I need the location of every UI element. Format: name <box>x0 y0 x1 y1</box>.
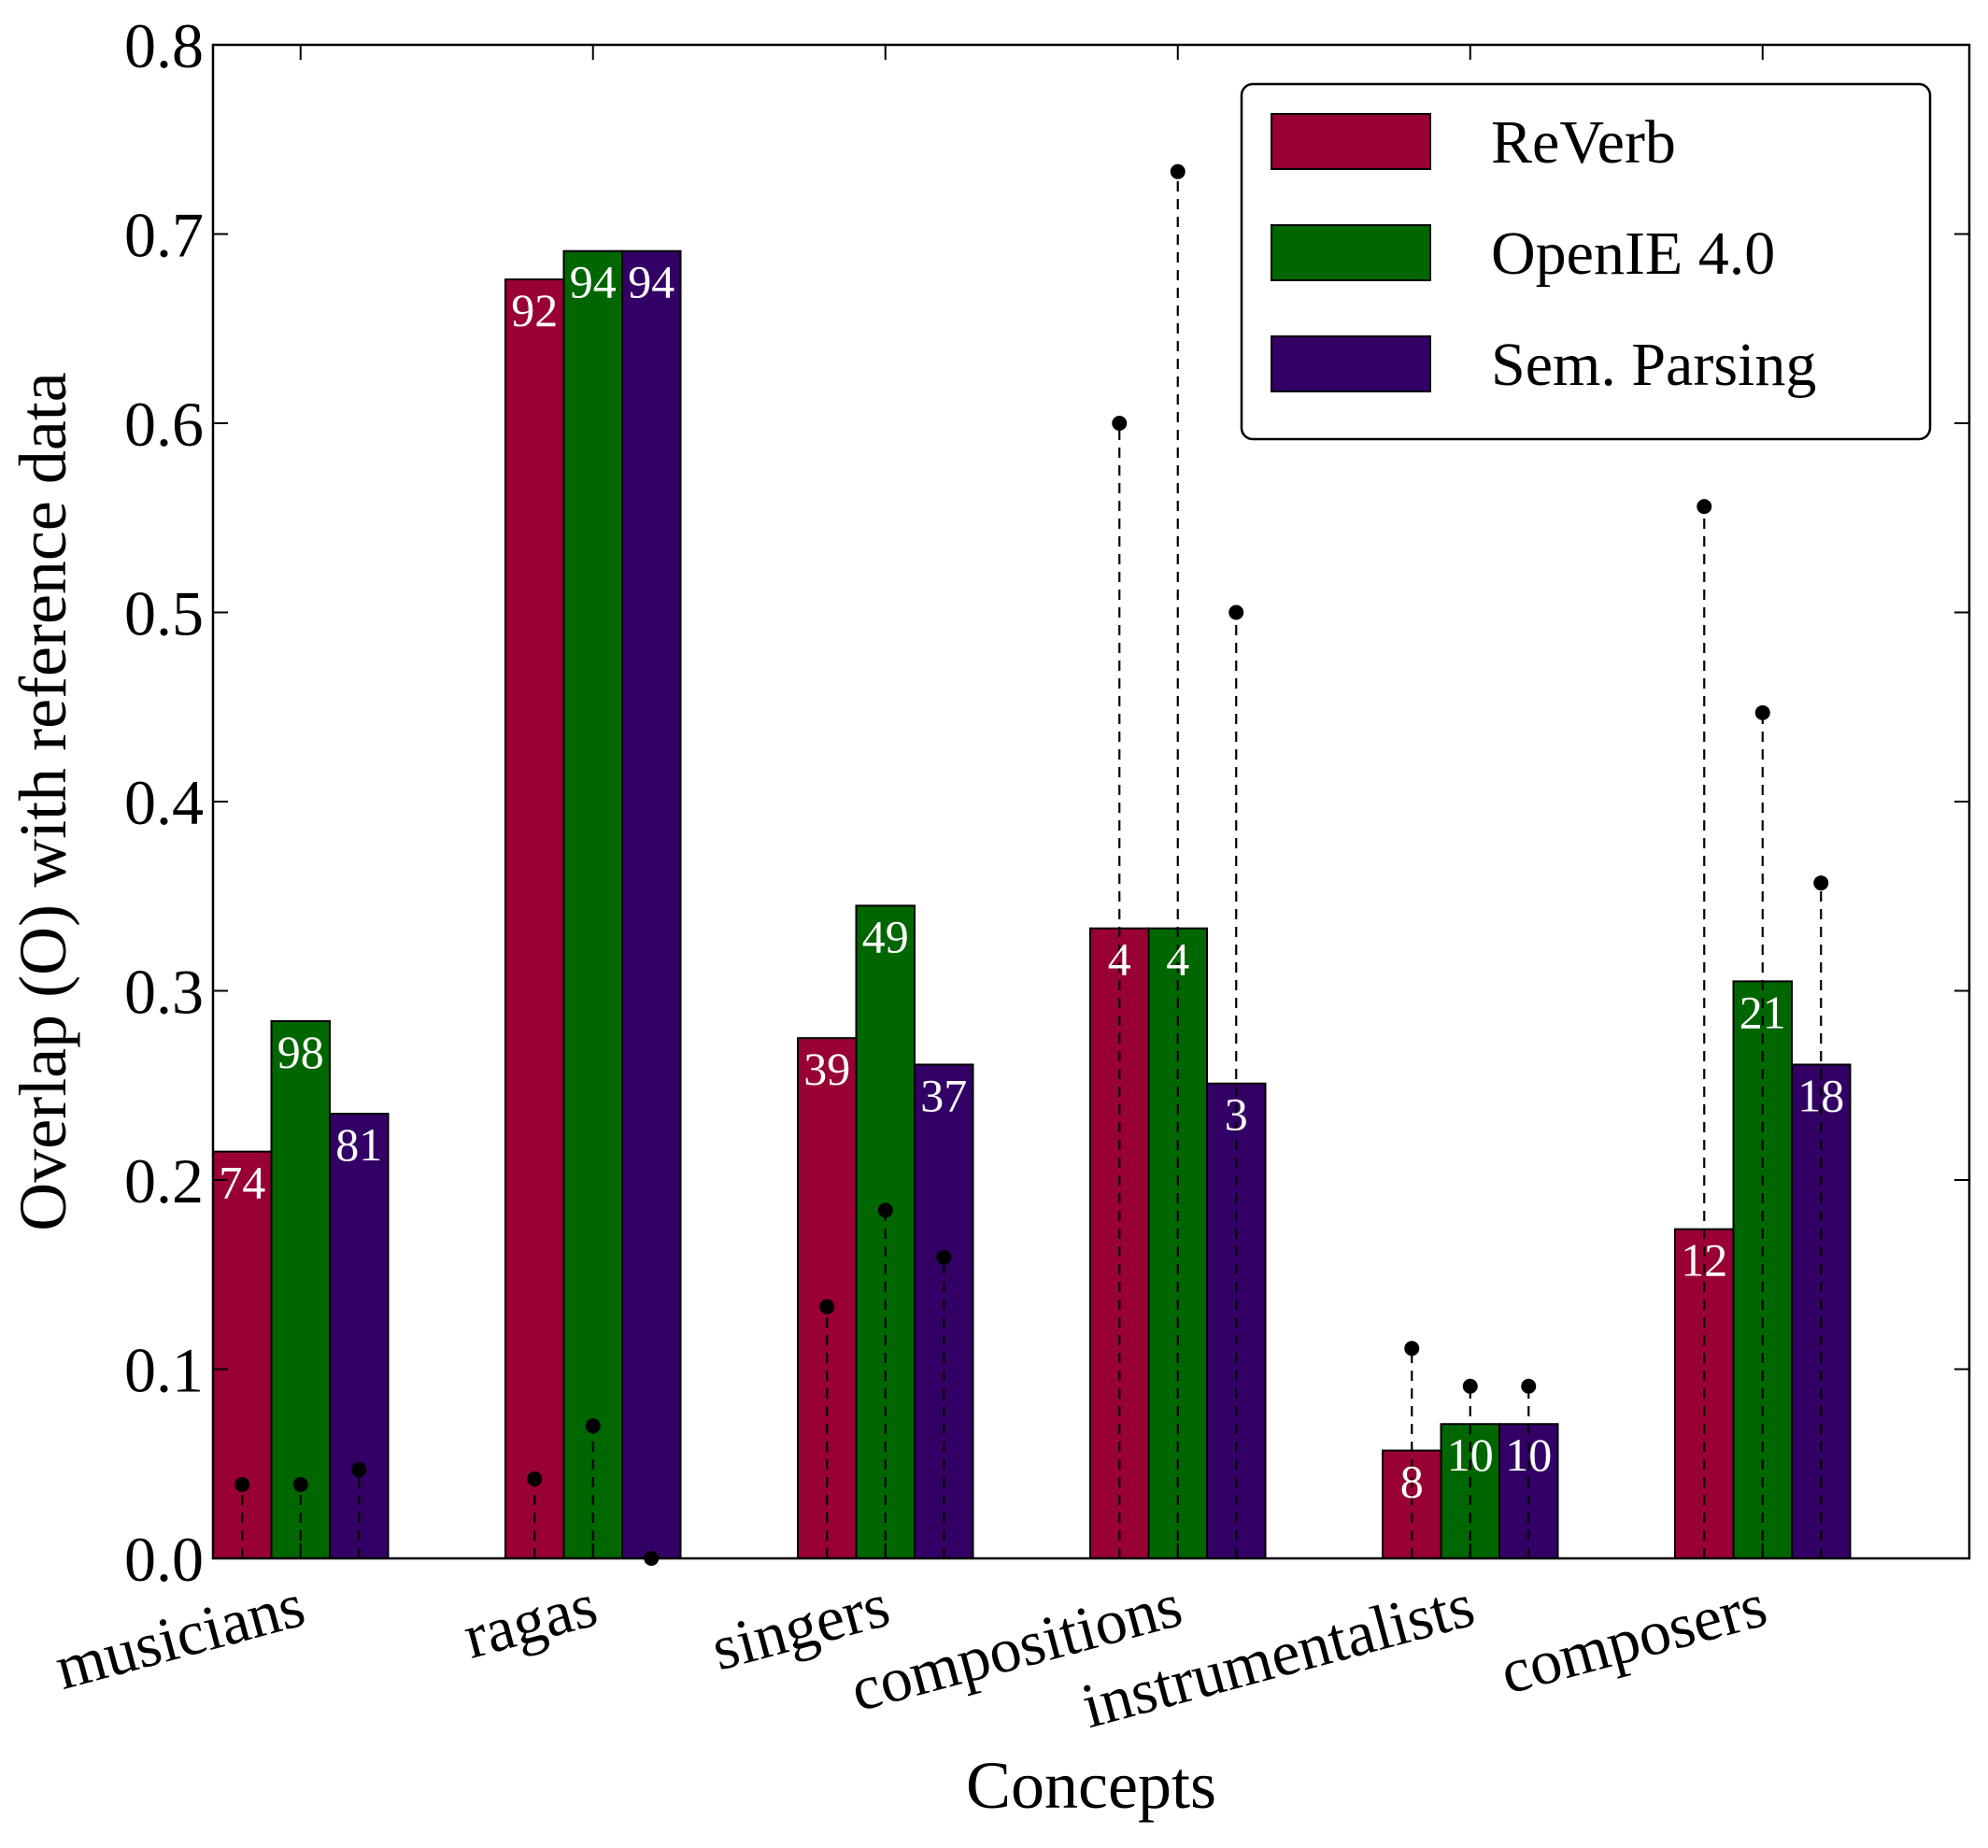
legend-label: Sem. Parsing <box>1491 331 1816 399</box>
bar-label: 39 <box>803 1043 850 1095</box>
plot-area: 74 92 39 4 8 12 98 94 49 4 10 21 81 94 37 3 10 18 <box>212 163 1852 1566</box>
x-axis-title: Concepts <box>966 1748 1216 1823</box>
bar <box>621 249 682 1560</box>
bar <box>562 249 623 1560</box>
bar-label: 37 <box>920 1069 967 1121</box>
bar-label: 98 <box>277 1026 324 1078</box>
bar-label: 21 <box>1740 986 1786 1038</box>
x-tick-label: composers <box>1493 1569 1774 1708</box>
legend-swatch <box>1271 113 1431 170</box>
bar-label: 81 <box>335 1118 382 1171</box>
marker-point <box>1462 1378 1478 1394</box>
bar-label: 4 <box>1166 933 1189 986</box>
y-axis-title: Overlap (O) with reference data <box>6 372 80 1230</box>
bar-label: 8 <box>1400 1456 1424 1508</box>
bar <box>270 1019 331 1559</box>
marker-point <box>1813 875 1829 891</box>
legend-swatch <box>1271 224 1431 281</box>
bar <box>329 1113 390 1559</box>
bar-label: 18 <box>1797 1069 1844 1121</box>
marker-point <box>585 1418 601 1434</box>
marker-point <box>292 1477 308 1493</box>
x-tick-label: ragas <box>456 1569 604 1672</box>
marker-point <box>819 1299 835 1315</box>
bar-label: 94 <box>628 256 674 308</box>
bar-label: 94 <box>570 256 617 308</box>
marker-point <box>877 1202 893 1218</box>
marker-point <box>1697 499 1712 515</box>
y-tick-label: 0.5 <box>124 578 204 649</box>
bar-label: 12 <box>1681 1234 1727 1286</box>
bar <box>797 1037 858 1559</box>
y-tick-label: 0.6 <box>124 389 204 460</box>
bar-label: 49 <box>862 910 909 962</box>
y-tick-label: 0.7 <box>124 200 204 271</box>
marker-point <box>1228 604 1244 620</box>
marker-point <box>1521 1378 1537 1394</box>
bar-label: 3 <box>1225 1088 1248 1141</box>
y-tick-label: 0.8 <box>124 10 204 81</box>
marker-point <box>527 1471 543 1486</box>
bar <box>914 1063 974 1559</box>
y-tick-label: 0.4 <box>124 767 204 838</box>
legend: ReVerb OpenIE 4.0 Sem. Parsing <box>1240 82 1932 441</box>
marker-point <box>1754 704 1770 720</box>
y-tick-label: 0.3 <box>124 957 204 1028</box>
legend-swatch <box>1271 335 1431 392</box>
marker-point <box>1170 163 1186 179</box>
marker-point <box>936 1250 952 1266</box>
y-tick-label: 0.0 <box>124 1524 204 1595</box>
marker-point <box>1112 416 1128 431</box>
legend-label: OpenIE 4.0 <box>1491 220 1775 288</box>
y-tick-label: 0.2 <box>124 1145 204 1216</box>
marker-point <box>1404 1341 1420 1357</box>
bar-label: 4 <box>1108 933 1131 986</box>
legend-label: ReVerb <box>1491 108 1676 177</box>
bar-label: 92 <box>511 284 558 336</box>
bar-label: 10 <box>1505 1429 1552 1481</box>
bar <box>504 278 565 1560</box>
bar-label: 74 <box>219 1157 265 1209</box>
marker-point <box>234 1477 250 1493</box>
bar-label: 10 <box>1447 1429 1494 1481</box>
y-tick-label: 0.1 <box>124 1335 204 1406</box>
marker-point <box>351 1461 367 1477</box>
